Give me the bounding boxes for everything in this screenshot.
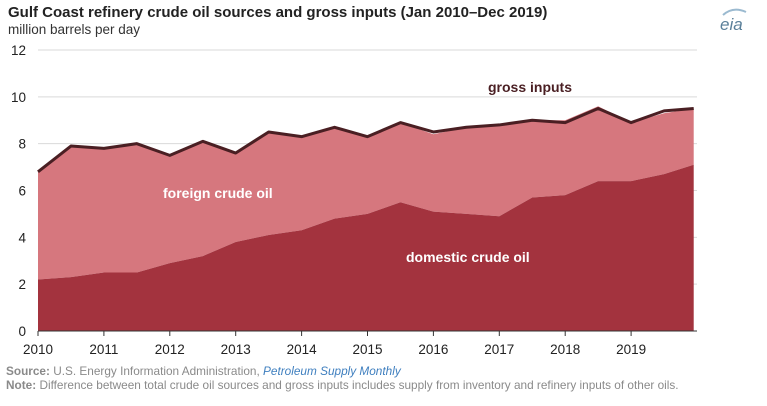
x-tick-label: 2017 xyxy=(484,342,514,357)
source-line: Source: U.S. Energy Information Administ… xyxy=(6,365,401,378)
x-tick-label: 2011 xyxy=(89,342,118,357)
y-tick-label: 2 xyxy=(18,277,26,292)
eia-logo-icon: eia xyxy=(720,8,747,34)
note-line: Note: Difference between total crude oil… xyxy=(6,379,761,392)
x-tick-label: 2013 xyxy=(221,342,251,357)
x-tick-label: 2012 xyxy=(155,342,185,357)
note-label: Note: xyxy=(6,378,37,392)
note-text: Difference between total crude oil sourc… xyxy=(39,378,679,392)
eia-logo[interactable]: eia xyxy=(715,4,755,39)
x-axis: 2010 2011 2012 2013 2014 2015 2016 2017 2018 2019 xyxy=(23,331,646,357)
y-tick-label: 8 xyxy=(18,137,26,152)
x-tick-label: 2018 xyxy=(550,342,580,357)
chart-subtitle: million barrels per day xyxy=(8,22,141,37)
y-tick-label: 0 xyxy=(18,324,26,339)
x-tick-label: 2014 xyxy=(287,342,318,357)
source-link[interactable]: Petroleum Supply Monthly xyxy=(263,364,401,378)
domestic-crude-oil-area xyxy=(38,164,694,331)
chart-title: Gulf Coast refinery crude oil sources an… xyxy=(8,4,548,21)
y-tick-label: 4 xyxy=(18,230,26,245)
eia-logo-text: eia xyxy=(720,15,743,34)
source-label: Source: xyxy=(6,364,50,378)
x-tick-label: 2016 xyxy=(418,342,448,357)
y-tick-label: 6 xyxy=(18,184,26,199)
series-labels: gross inputs foreign crude oil domestic cr… xyxy=(163,79,572,265)
series-label: domestic crude oil xyxy=(406,249,530,265)
y-tick-label: 12 xyxy=(11,43,26,58)
source-text: U.S. Energy Information Administration, xyxy=(53,364,264,378)
series-label: gross inputs xyxy=(488,79,572,95)
x-tick-label: 2019 xyxy=(616,342,646,357)
x-tick-label: 2010 xyxy=(23,342,53,357)
y-tick-label: 10 xyxy=(11,90,26,105)
gross-inputs-line xyxy=(37,107,694,173)
x-tick-label: 2015 xyxy=(352,342,382,357)
y-axis: 0 2 4 6 8 10 12 xyxy=(11,43,27,339)
foreign-crude-oil-area xyxy=(38,106,694,280)
series-label: foreign crude oil xyxy=(163,185,273,201)
